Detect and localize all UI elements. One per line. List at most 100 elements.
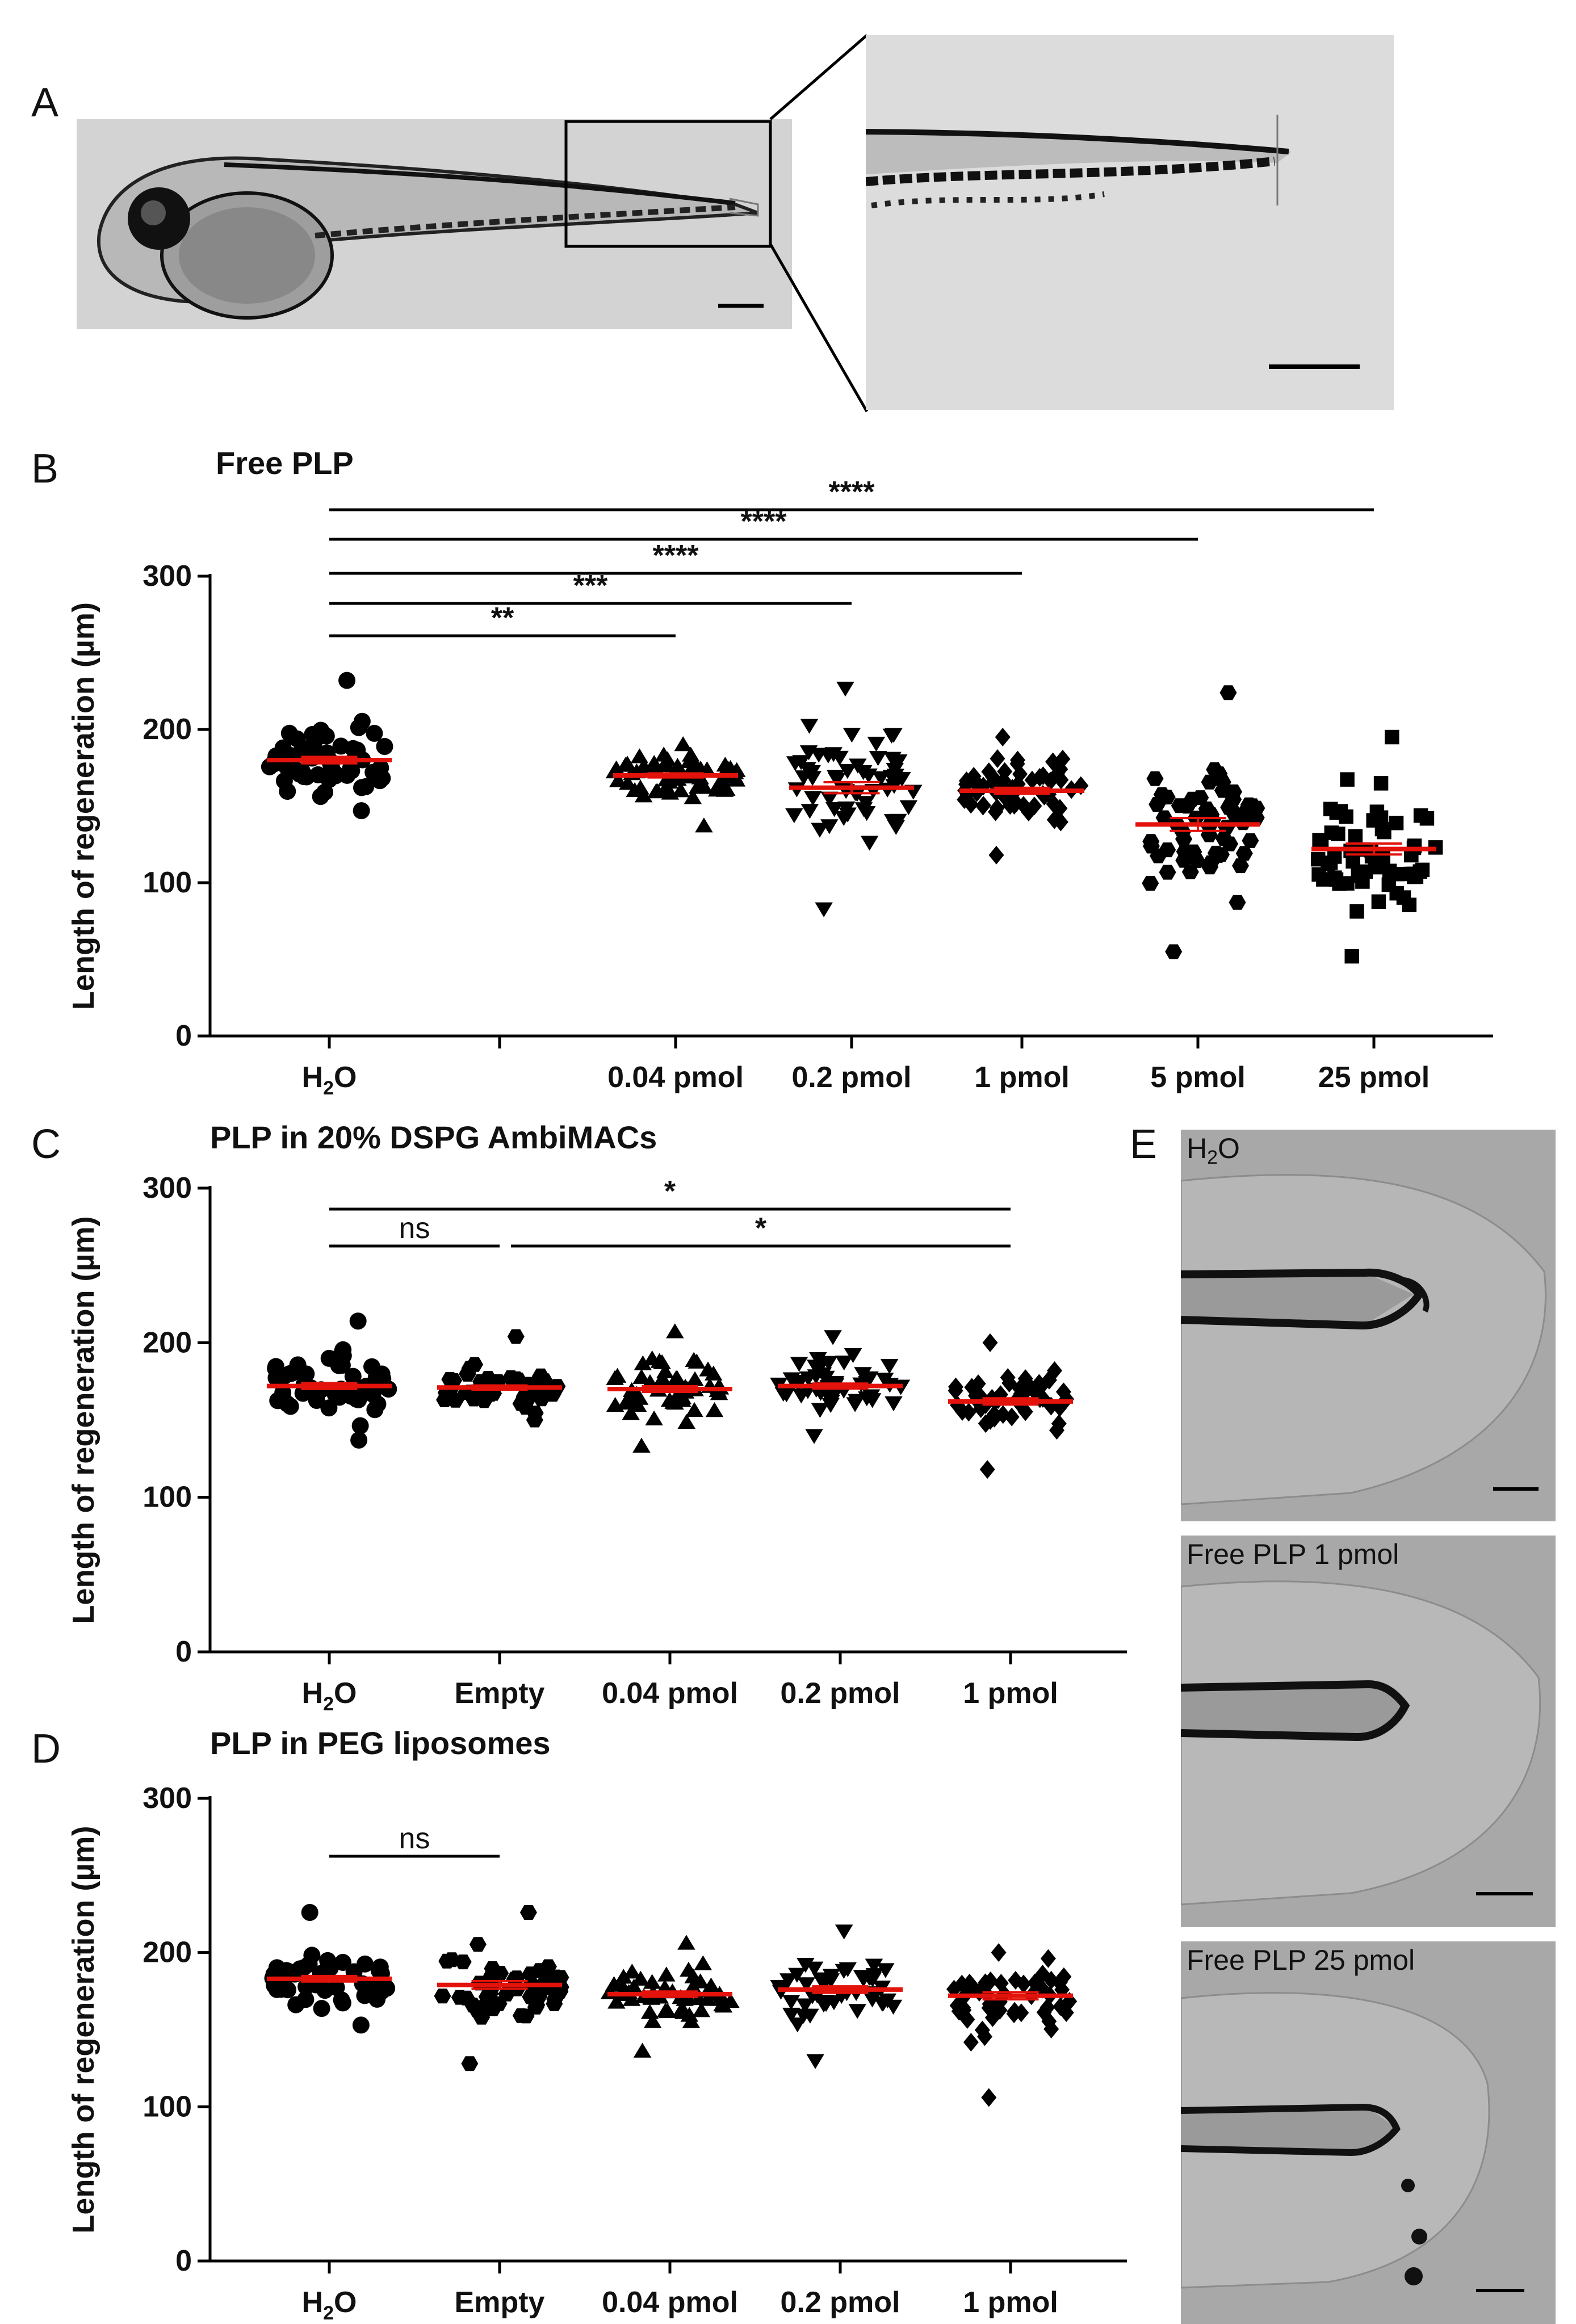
data-point: [645, 1410, 663, 1426]
data-point: [1041, 1370, 1057, 1390]
data-point: [320, 1399, 338, 1417]
data-point: [685, 1352, 703, 1367]
data-point: [810, 1361, 828, 1377]
data-point: [883, 814, 902, 829]
x-tick-label: 0.2 pmol: [792, 1061, 912, 1094]
data-point: [684, 789, 702, 804]
data-point: [727, 771, 746, 787]
data-point: [885, 728, 903, 743]
data-point: [320, 1349, 338, 1367]
series-1-pmol: [957, 728, 1089, 865]
data-point: [291, 765, 308, 783]
data-point: [785, 808, 803, 824]
data-point: [867, 736, 886, 752]
x-tick-label: 25 pmol: [1318, 1061, 1430, 1094]
data-point: [366, 1401, 384, 1419]
data-point: [1155, 810, 1173, 825]
data-point: [320, 1955, 338, 1973]
x-tick-label: 0.04 pmol: [607, 1061, 744, 1094]
data-point: [547, 1969, 564, 1985]
data-point: [350, 1431, 368, 1449]
data-point: [788, 1968, 806, 1983]
data-point: [1158, 790, 1176, 805]
data-point: [1146, 771, 1164, 786]
data-point: [1052, 799, 1068, 818]
data-point: [1229, 895, 1246, 910]
data-point: [790, 1357, 808, 1372]
x-tick-label: 1 pmol: [974, 1061, 1070, 1094]
data-point: [688, 778, 707, 794]
data-point: [963, 2033, 979, 2052]
data-point: [1235, 846, 1253, 861]
y-axis-label: Length of regeneration (µm): [66, 1216, 100, 1624]
data-point: [1348, 829, 1363, 844]
data-point: [821, 1973, 840, 1989]
data-point: [694, 1955, 712, 1970]
data-point: [853, 1970, 871, 1985]
data-point: [297, 1365, 315, 1383]
y-tick-label: 300: [142, 1782, 192, 1815]
data-point: [1331, 827, 1346, 841]
data-point: [1001, 1374, 1017, 1393]
data-point: [837, 801, 856, 817]
data-point: [544, 1387, 561, 1402]
data-point: [631, 1970, 650, 1986]
data-point: [366, 724, 383, 742]
data-point: [512, 2008, 530, 2023]
x-tick-label: Empty: [455, 2286, 545, 2319]
data-point: [977, 2027, 993, 2046]
data-point: [438, 1953, 456, 1969]
y-tick-label: 0: [175, 1635, 192, 1668]
data-point: [447, 1392, 464, 1408]
panel-a-larva-image: [77, 119, 792, 329]
data-point: [1159, 865, 1176, 880]
data-point: [441, 1371, 459, 1387]
data-point: [1328, 872, 1344, 887]
data-point: [826, 1386, 844, 1402]
data-point: [978, 1984, 994, 2003]
data-point: [301, 1904, 318, 1922]
data-point: [468, 2002, 485, 2017]
data-point: [288, 730, 306, 748]
data-point: [313, 2000, 330, 2017]
x-tick-label: H2O: [302, 1061, 357, 1099]
data-point: [981, 2088, 997, 2107]
data-point: [995, 1405, 1011, 1424]
data-point: [268, 1981, 286, 1998]
data-point: [338, 672, 356, 689]
data-point: [981, 762, 997, 782]
data-point: [484, 2001, 502, 2016]
data-point: [643, 1350, 661, 1366]
data-point: [1040, 1949, 1056, 1968]
data-point: [871, 771, 890, 786]
data-point: [857, 796, 875, 811]
data-point: [1311, 867, 1326, 882]
data-point: [1214, 774, 1231, 790]
x-tick-label: 0.04 pmol: [602, 1677, 738, 1710]
chart-title: Free PLP: [216, 445, 354, 481]
data-point: [979, 1460, 995, 1479]
data-point: [877, 1963, 895, 1978]
data-point: [835, 1924, 853, 1940]
zoom-connector-lines: [769, 34, 869, 413]
data-point: [622, 1405, 640, 1420]
data-point: [605, 1976, 623, 1991]
data-point: [811, 823, 829, 838]
data-point: [702, 1977, 720, 1992]
data-point: [312, 788, 329, 806]
data-point: [333, 1356, 351, 1374]
data-point: [684, 1968, 702, 1983]
data-point: [806, 2054, 824, 2069]
data-point: [1009, 754, 1025, 773]
chart-panel-b: Free PLP Length of regeneration (µm) 0 100 2…: [66, 445, 1493, 1099]
data-point: [607, 1994, 626, 2009]
data-point: [653, 1370, 672, 1386]
data-point: [634, 787, 653, 803]
data-point: [1051, 1973, 1067, 1992]
data-point: [368, 1990, 386, 2008]
data-point: [1419, 811, 1435, 826]
series-empty: [436, 1329, 566, 1428]
data-point: [699, 1361, 717, 1377]
data-point: [1181, 864, 1199, 879]
data-point: [498, 1986, 515, 2002]
